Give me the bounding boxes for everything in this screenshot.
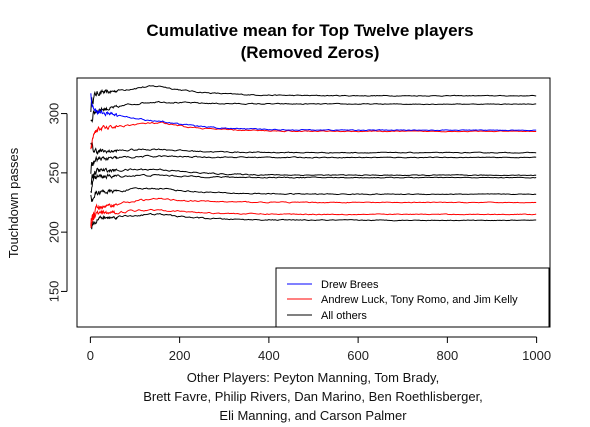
legend: Drew Brees Andrew Luck, Tony Romo, and J… [275, 267, 550, 328]
legend-box [275, 267, 550, 328]
series-line [90, 197, 537, 229]
series-layer [90, 85, 537, 230]
x-tick-label: 600 [347, 348, 369, 363]
series-line [90, 121, 537, 150]
x-tick-label: 400 [258, 348, 280, 363]
y-tick-label: 200 [47, 221, 62, 243]
x-tick-label: 1000 [522, 348, 551, 363]
series-line [90, 173, 537, 193]
legend-label-drew-brees: Drew Brees [321, 279, 379, 291]
x-tick-label: 200 [169, 348, 191, 363]
y-tick-label: 300 [47, 103, 62, 125]
series-line [90, 187, 537, 202]
chart-title: Cumulative mean for Top Twelve players [146, 21, 473, 40]
legend-label-luck-romo-kelly: Andrew Luck, Tony Romo, and Jim Kelly [321, 294, 518, 306]
x-axis-title-line-1: Other Players: Peyton Manning, Tom Brady… [187, 370, 439, 385]
y-tick-label: 150 [47, 281, 62, 303]
series-line [90, 154, 537, 174]
x-tick-label: 800 [437, 348, 459, 363]
y-axis-title: Touchdown passes [6, 147, 21, 258]
series-line [90, 85, 537, 112]
x-tick-label: 0 [87, 348, 94, 363]
x-axis-title-line-2: Brett Favre, Philip Rivers, Dan Marino, … [143, 389, 483, 404]
x-axis-title-line-3: Eli Manning, and Carson Palmer [219, 408, 407, 423]
series-line [90, 93, 537, 132]
chart-subtitle: (Removed Zeros) [241, 43, 380, 62]
series-line [90, 142, 537, 155]
y-axis: 150 200 250 300 [47, 103, 68, 303]
series-line [90, 100, 537, 123]
series-line [90, 167, 537, 185]
series-line [90, 212, 537, 230]
legend-label-all-others: All others [321, 310, 367, 322]
series-line [90, 208, 537, 227]
x-axis: 0 200 400 600 800 1000 [87, 336, 551, 363]
y-tick-label: 250 [47, 162, 62, 184]
